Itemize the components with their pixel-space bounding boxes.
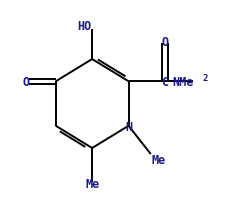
Text: Me: Me bbox=[85, 177, 99, 190]
Text: 2: 2 bbox=[203, 74, 208, 83]
Text: Me: Me bbox=[152, 153, 166, 166]
Text: N: N bbox=[125, 121, 132, 134]
Text: O: O bbox=[23, 75, 30, 88]
Text: HO: HO bbox=[77, 20, 91, 33]
Text: NMe: NMe bbox=[172, 75, 193, 88]
Text: C: C bbox=[161, 75, 169, 88]
Text: O: O bbox=[161, 36, 169, 49]
